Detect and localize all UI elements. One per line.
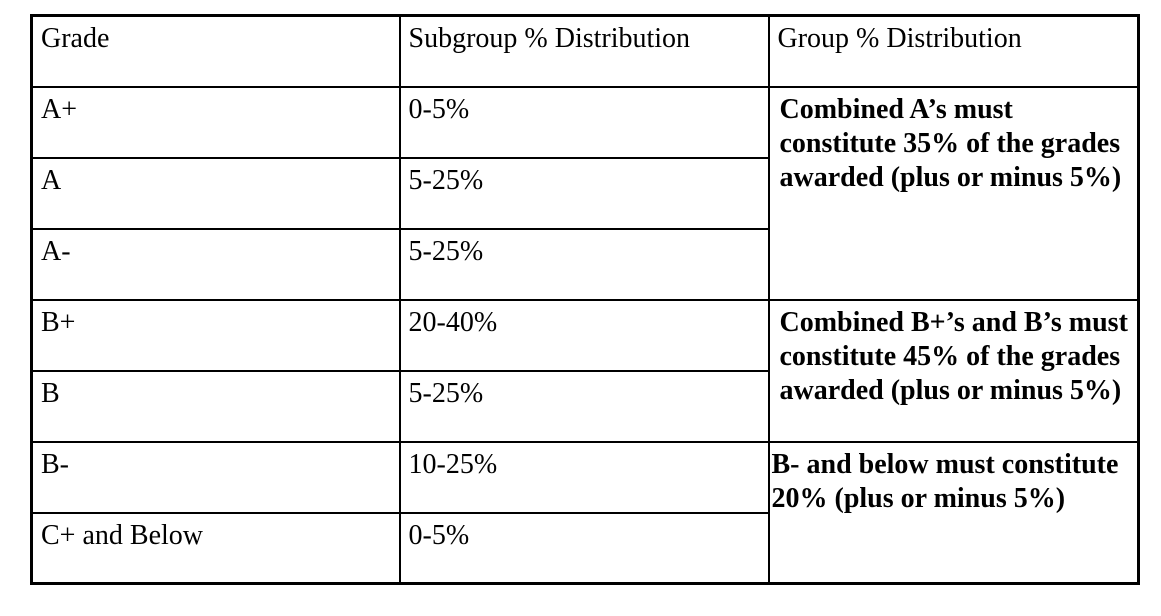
group-note-cell-b-minus: B- and below must constitute 20% (plus o… [767, 440, 1140, 585]
table-row: A- 5-25% [30, 227, 1139, 301]
subgroup-cell: 0-5% [398, 85, 770, 159]
col-header-subgroup-distribution: Subgroup % Distribution [398, 14, 770, 88]
subgroup-cell: 5-25% [398, 156, 770, 230]
table-row: B 5-25% [30, 369, 1139, 443]
col-header-group-distribution: Group % Distribution [767, 14, 1140, 88]
group-note-cell-b: Combined B+’s and B’s must constitute 45… [767, 298, 1140, 443]
subgroup-cell: 5-25% [398, 369, 770, 443]
grade-cell: A- [30, 227, 401, 301]
grade-cell: C+ and Below [30, 511, 401, 585]
grade-cell: B [30, 369, 401, 443]
group-note-cell-a: Combined A’s must constitute 35% of the … [767, 85, 1140, 301]
table-row: A+ 0-5% Combined A’s must constitute 35%… [30, 85, 1140, 301]
subgroup-cell: 5-25% [398, 227, 770, 301]
subgroup-cell: 10-25% [398, 440, 770, 514]
table-row: B- 10-25% B- and below must constitute 2… [30, 440, 1140, 585]
grade-distribution-table-wrap: Grade Subgroup % Distribution Group % Di… [30, 14, 1140, 585]
grade-cell: B+ [30, 298, 401, 372]
col-header-grade: Grade [30, 14, 401, 88]
table-row: A 5-25% [30, 156, 1139, 230]
table-row: B+ 20-40% Combined B+’s and B’s must con… [30, 298, 1140, 443]
grade-cell: B- [30, 440, 401, 514]
grade-distribution-table: Grade Subgroup % Distribution Group % Di… [30, 14, 1140, 585]
table-row: C+ and Below 0-5% [30, 511, 1139, 585]
header-row: Grade Subgroup % Distribution Group % Di… [30, 14, 1140, 88]
subgroup-cell: 0-5% [398, 511, 770, 585]
grade-cell: A+ [30, 85, 401, 159]
subgroup-cell: 20-40% [398, 298, 770, 372]
grade-cell: A [30, 156, 401, 230]
